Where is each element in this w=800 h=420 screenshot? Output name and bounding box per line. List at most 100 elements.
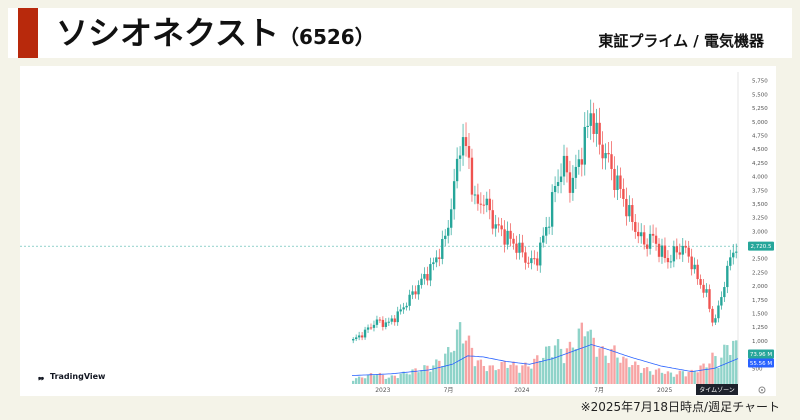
candle-body	[482, 204, 486, 206]
candle-body	[542, 235, 545, 243]
candle-body	[669, 261, 673, 263]
volume-bar	[494, 370, 497, 384]
candle-body	[491, 210, 494, 229]
x-tick-label: 7月	[444, 387, 454, 394]
candle-body	[494, 224, 497, 229]
price-chart: 5007501,0001,2501,5001,7502,0002,2502,50…	[20, 72, 774, 395]
volume-bar	[387, 377, 391, 384]
y-tick-label: 2,500	[752, 257, 768, 263]
volume-bar	[586, 331, 589, 384]
candle-body	[405, 305, 408, 308]
candle-body	[568, 172, 572, 193]
volume-bar	[482, 365, 486, 384]
last-price-tag	[748, 241, 774, 251]
volume-bar	[651, 374, 655, 384]
candle-body	[666, 258, 670, 263]
volume-bar	[702, 363, 705, 384]
y-tick-label: 1,000	[752, 339, 768, 345]
candle-body	[663, 245, 667, 259]
timezone-button	[696, 384, 738, 395]
y-tick-label: 1,250	[752, 325, 768, 331]
volume-bar	[441, 366, 444, 384]
candle-body	[654, 235, 658, 244]
volume-bar	[708, 363, 711, 384]
volume-bar	[542, 357, 545, 384]
volume-bar	[375, 374, 379, 384]
candle-body	[699, 279, 702, 285]
candle-body	[610, 154, 613, 169]
y-tick-label: 1,500	[752, 312, 768, 318]
volume-bar	[378, 372, 382, 384]
volume-bar	[512, 361, 515, 384]
volume-bar	[369, 373, 373, 384]
candle-body	[396, 311, 399, 323]
candle-body	[735, 251, 738, 253]
volume-bar	[506, 367, 509, 384]
candle-body	[622, 188, 625, 199]
volume-bar	[547, 346, 551, 384]
candle-body	[657, 243, 661, 257]
volume-bar	[622, 356, 625, 384]
volume-bar	[583, 336, 586, 384]
volume-bar	[530, 368, 533, 384]
volume-bar	[717, 367, 720, 384]
volume-bar	[539, 360, 542, 384]
candle-body	[506, 230, 509, 245]
volume-bar	[435, 359, 438, 384]
volume-tag	[748, 358, 774, 368]
volume-bar	[420, 370, 423, 384]
footer-note: ※2025年7月18日時点/週足チャート	[580, 400, 780, 414]
candle-body	[438, 257, 441, 259]
volume-bar	[631, 365, 634, 384]
volume-ma-line	[352, 344, 739, 376]
volume-bar	[657, 368, 661, 384]
candle-body	[461, 137, 465, 156]
y-tick-label: 3,500	[752, 202, 768, 208]
volume-bar	[509, 364, 512, 384]
volume-bar	[414, 368, 417, 384]
candle-body	[426, 274, 429, 281]
volume-bar	[556, 339, 560, 384]
candle-body	[384, 322, 388, 327]
volume-bar	[574, 348, 578, 384]
volume-bar	[354, 378, 358, 384]
candle-body	[369, 327, 373, 329]
volume-bar	[705, 367, 708, 384]
candle-body	[452, 181, 456, 210]
volume-bar	[637, 364, 640, 384]
candle-body	[628, 205, 631, 217]
candle-body	[527, 262, 530, 264]
volume-bar	[613, 345, 616, 384]
candle-body	[449, 209, 453, 228]
candle-body	[684, 245, 687, 248]
chart-area: 5007501,0001,2501,5001,7502,0002,2502,50…	[20, 66, 776, 396]
candle-body	[625, 198, 628, 217]
candle-body	[545, 227, 548, 236]
candle-body	[613, 168, 616, 190]
candle-body	[402, 307, 405, 310]
volume-bar	[357, 376, 361, 384]
candle-body	[479, 203, 483, 205]
candle-body	[509, 230, 512, 239]
candle-body	[583, 126, 586, 165]
candle-body	[432, 262, 435, 265]
candle-body	[488, 198, 491, 211]
volume-bar	[455, 329, 459, 384]
candle-body	[693, 264, 696, 270]
y-tick-label: 3,000	[752, 229, 768, 235]
x-tick-label: 2025	[657, 387, 672, 394]
volume-bar	[690, 369, 693, 384]
volume-bar	[595, 356, 598, 384]
volume-bar	[580, 322, 584, 384]
volume-bar	[648, 371, 652, 384]
volume-bar	[589, 329, 592, 384]
candle-body	[604, 153, 607, 159]
candle-body	[441, 239, 444, 259]
y-tick-label: 3,750	[752, 188, 768, 194]
candle-body	[360, 335, 364, 338]
volume-bar	[352, 380, 355, 384]
x-tick-label: 2024	[514, 387, 529, 394]
candle-body	[589, 113, 592, 126]
y-tick-label: 1,750	[752, 298, 768, 304]
x-tick-label: 2023	[375, 387, 390, 394]
